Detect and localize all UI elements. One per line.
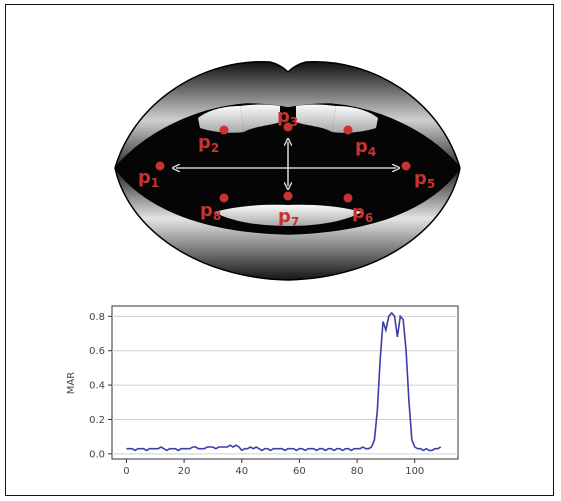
landmark-p4-dot: [343, 125, 353, 135]
x-tick-label: 80: [351, 466, 364, 477]
grid-lines: [112, 315, 458, 455]
y-tick-label: 0.2: [89, 415, 105, 426]
x-tick-label: 40: [235, 466, 248, 477]
landmark-p1-dot: [155, 161, 165, 171]
plot-area: [111, 305, 459, 460]
x-tick-label: 100: [405, 466, 424, 477]
y-tick-label: 0.8: [89, 312, 105, 323]
mar-chart: 0.0 0.2 0.4 0.6 0.8 0 20 40 60 80 100 MAR: [66, 305, 459, 477]
landmark-p2-dot: [219, 125, 229, 135]
x-tick-label: 60: [293, 466, 306, 477]
landmark-p7-label: p7: [278, 206, 299, 229]
y-tick-label: 0.0: [89, 449, 105, 460]
landmark-p8-dot: [219, 193, 229, 203]
x-ticks: 0 20 40 60 80 100: [123, 459, 424, 477]
x-tick-label: 0: [123, 466, 129, 477]
y-ticks: 0.0 0.2 0.4 0.6 0.8: [89, 312, 112, 460]
y-axis-label: MAR: [66, 372, 77, 394]
lips-illustration: [114, 61, 461, 281]
landmark-p3-dot: [283, 122, 293, 132]
landmark-p5-label: p5: [414, 168, 435, 191]
landmark-p5-dot: [401, 161, 411, 171]
landmark-p1-label: p1: [138, 167, 159, 190]
landmark-p8-label: p8: [200, 200, 221, 223]
landmark-p6-dot: [343, 193, 353, 203]
series-line: [126, 311, 442, 452]
lower-teeth: [214, 204, 362, 226]
landmark-p6-label: p6: [352, 202, 373, 225]
x-tick-label: 20: [178, 466, 191, 477]
y-tick-label: 0.4: [89, 381, 105, 392]
y-tick-label: 0.6: [89, 346, 105, 357]
landmark-p7-dot: [283, 191, 293, 201]
landmark-p4-label: p4: [355, 136, 376, 159]
landmark-p3-label: p3: [277, 106, 298, 129]
landmark-p2-label: p2: [198, 132, 219, 155]
landmarks: p1 p2 p3 p4 p5 p6 p7 p8: [138, 106, 435, 229]
upper-teeth: [198, 104, 378, 133]
